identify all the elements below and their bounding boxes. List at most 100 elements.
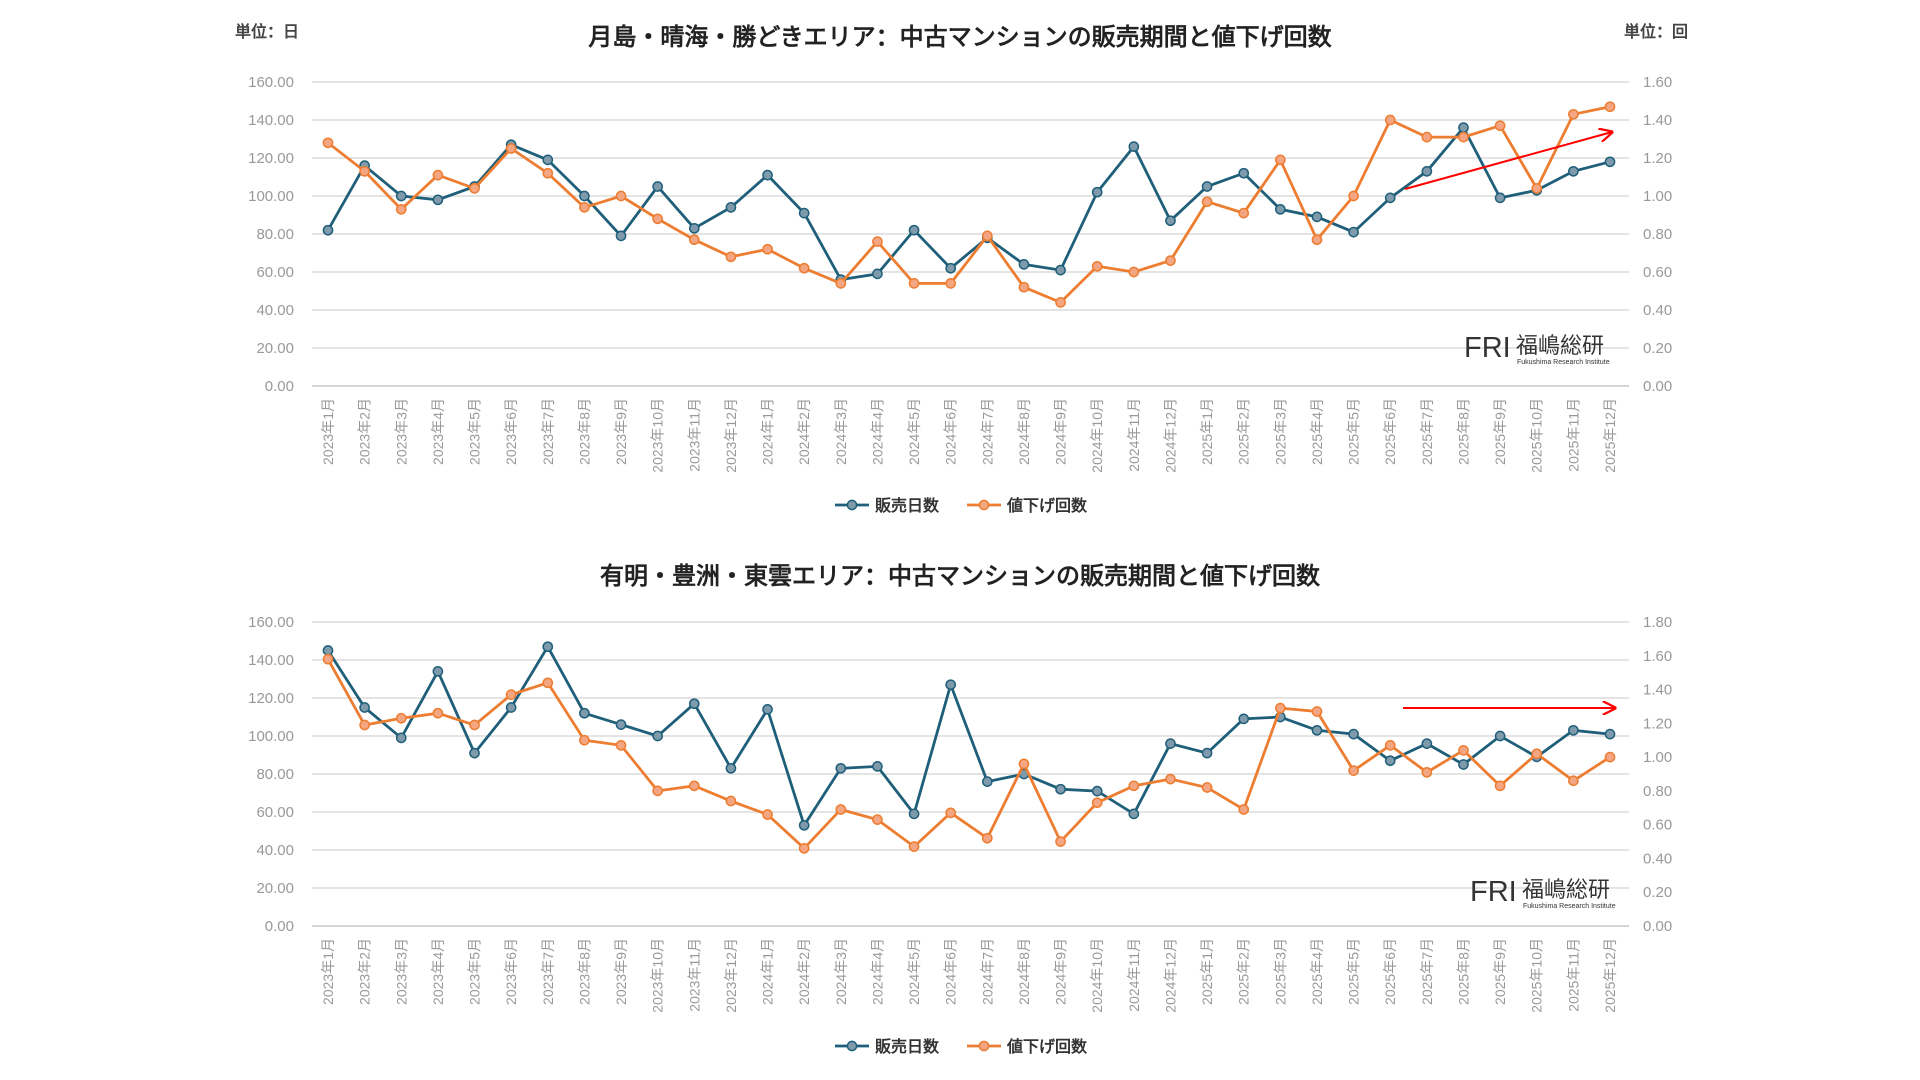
legend-marker (978, 499, 990, 511)
y-right-tick-label: 0.40 (1643, 302, 1672, 319)
x-tick-label: 2025年10月 (1529, 398, 1545, 473)
data-point (725, 251, 737, 263)
x-tick-label: 2023年12月 (723, 398, 739, 473)
data-point (1238, 713, 1250, 725)
data-point (542, 167, 554, 179)
data-point (1384, 114, 1396, 126)
data-point (1494, 120, 1506, 132)
y-right-tick-label: 0.40 (1643, 850, 1672, 867)
data-point (1311, 234, 1323, 246)
data-point (1018, 281, 1030, 293)
data-point (1568, 108, 1579, 120)
logo-sub: Fukushima Research Institute (1517, 359, 1610, 366)
series-line-price-cuts (327, 105, 1611, 305)
data-point (1384, 755, 1396, 767)
data-point (579, 202, 590, 213)
data-point (1458, 759, 1469, 770)
y-right-tick-label: 0.80 (1643, 226, 1672, 243)
y-left-tick-label: 0.00 (265, 378, 294, 395)
data-point (542, 154, 554, 166)
x-tick-label: 2025年8月 (1455, 938, 1471, 1005)
data-point (1494, 780, 1506, 792)
y-right-tick-label: 1.40 (1643, 112, 1672, 129)
x-tick-label: 2024年3月 (833, 398, 849, 465)
data-point (395, 732, 407, 744)
data-point (908, 808, 920, 820)
data-point (395, 190, 407, 202)
x-tick-label: 2024年4月 (869, 398, 885, 465)
x-tick-label: 2025年1月 (1199, 938, 1215, 1005)
data-point (908, 224, 920, 236)
data-point (1055, 783, 1066, 795)
data-point (1421, 165, 1433, 177)
y-left-tick-label: 160.00 (248, 614, 294, 631)
legend-label: 値下げ回数 (1006, 1037, 1088, 1056)
data-point (835, 804, 847, 815)
data-point (798, 819, 810, 831)
data-point (1604, 751, 1616, 763)
y-right-tick-label: 1.60 (1643, 648, 1672, 665)
data-point (432, 194, 444, 206)
x-tick-label: 2025年2月 (1236, 938, 1252, 1005)
data-point (1128, 808, 1140, 820)
data-point (579, 734, 590, 746)
data-point (469, 719, 480, 731)
data-point (1165, 255, 1176, 266)
x-tick-label: 2024年5月 (906, 938, 922, 1005)
x-tick-label: 2023年4月 (430, 938, 446, 1005)
unit-right-label: 単位：回 (1624, 22, 1688, 41)
x-tick-label: 2025年9月 (1492, 398, 1508, 465)
data-point (1348, 765, 1359, 776)
x-tick-label: 2025年12月 (1602, 398, 1618, 473)
x-tick-label: 2023年6月 (503, 398, 519, 465)
data-point (1458, 122, 1469, 133)
legend-label: 値下げ回数 (1006, 496, 1088, 515)
data-point (542, 641, 554, 653)
data-point (1348, 226, 1359, 238)
data-point (1494, 730, 1506, 742)
data-point (1568, 165, 1579, 177)
data-point (1604, 728, 1616, 740)
data-point (1201, 181, 1213, 192)
x-tick-label: 2024年10月 (1089, 398, 1105, 473)
data-point (688, 222, 700, 234)
x-tick-label: 2025年7月 (1419, 938, 1435, 1005)
chart-title: 月島・晴海・勝どきエリア：中古マンションの販売期間と値下げ回数 (587, 23, 1332, 51)
data-point (1531, 748, 1543, 760)
x-tick-label: 2023年4月 (430, 398, 446, 465)
legend-label: 販売日数 (875, 496, 940, 515)
x-tick-label: 2023年10月 (650, 398, 666, 473)
x-tick-label: 2025年4月 (1309, 398, 1325, 465)
data-point (1018, 259, 1030, 270)
data-point (542, 677, 554, 689)
data-point (1604, 101, 1616, 113)
x-tick-label: 2023年3月 (393, 938, 409, 1005)
data-point (469, 747, 480, 759)
data-point (908, 278, 920, 289)
data-point (322, 137, 334, 149)
data-point (1311, 211, 1323, 223)
data-point (1458, 131, 1469, 143)
y-left-tick-label: 100.00 (248, 728, 294, 745)
data-point (1238, 804, 1250, 815)
x-tick-label: 2024年1月 (760, 938, 776, 1005)
x-tick-label: 2025年11月 (1565, 398, 1581, 472)
data-point (725, 795, 737, 807)
data-point (1201, 747, 1213, 759)
data-point (872, 268, 883, 280)
logo-sub: Fukushima Research Institute (1523, 903, 1616, 910)
logo-name: 福嶋総研 (1522, 878, 1610, 903)
x-tick-label: 2024年3月 (833, 938, 849, 1005)
logo-mark: FRI (1470, 876, 1517, 908)
trend-arrow (1404, 132, 1612, 190)
x-tick-label: 2025年6月 (1382, 938, 1398, 1005)
x-tick-label: 2025年5月 (1346, 398, 1362, 465)
legend-marker (846, 1040, 858, 1052)
x-tick-label: 2025年8月 (1455, 398, 1471, 465)
data-point (322, 224, 334, 236)
chart-title: 有明・豊洲・東雲エリア：中古マンションの販売期間と値下げ回数 (600, 562, 1321, 590)
x-tick-label: 2023年11月 (686, 938, 702, 1012)
chart-1: 月島・晴海・勝どきエリア：中古マンションの販売期間と値下げ回数 単位：日 単位：回 0… (235, 22, 1688, 515)
